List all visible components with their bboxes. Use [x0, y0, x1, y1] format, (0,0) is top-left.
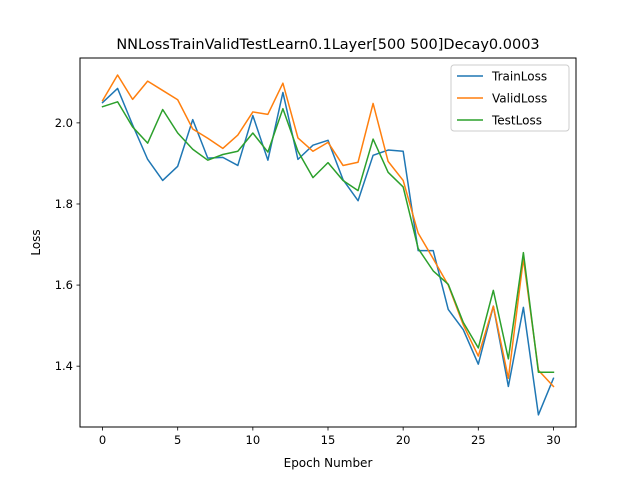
legend-label-validloss: ValidLoss [492, 92, 547, 106]
x-tick-label: 20 [396, 433, 411, 447]
x-tick-label: 25 [471, 433, 486, 447]
chart-title: NNLossTrainValidTestLearn0.1Layer[500 50… [116, 37, 539, 53]
plot-lines [101, 74, 555, 416]
legend: TrainLoss ValidLoss TestLoss [450, 64, 570, 132]
series-line-testloss [101, 101, 555, 374]
y-tick-label: 1.4 [55, 359, 73, 373]
y-tick-label: 2.0 [55, 116, 73, 130]
legend-label-testloss: TestLoss [491, 114, 542, 128]
x-tick-label: 15 [321, 433, 336, 447]
y-axis-label: Loss [29, 229, 43, 255]
x-tick-label: 5 [174, 433, 181, 447]
y-tick-label: 1.6 [55, 278, 73, 292]
legend-box [450, 64, 570, 132]
series-line-validloss [101, 74, 555, 388]
x-tick-label: 10 [246, 433, 261, 447]
y-axis-ticks: 1.4 1.6 1.8 2.0 [55, 116, 80, 373]
x-axis-label: Epoch Number [284, 456, 373, 470]
y-tick-label: 1.8 [55, 197, 73, 211]
x-axis-ticks: 0 5 10 15 20 25 30 [99, 427, 561, 447]
x-tick-label: 0 [99, 433, 106, 447]
legend-label-trainloss: TrainLoss [491, 70, 547, 84]
series-line-trainloss [101, 87, 555, 416]
x-tick-label: 30 [546, 433, 561, 447]
